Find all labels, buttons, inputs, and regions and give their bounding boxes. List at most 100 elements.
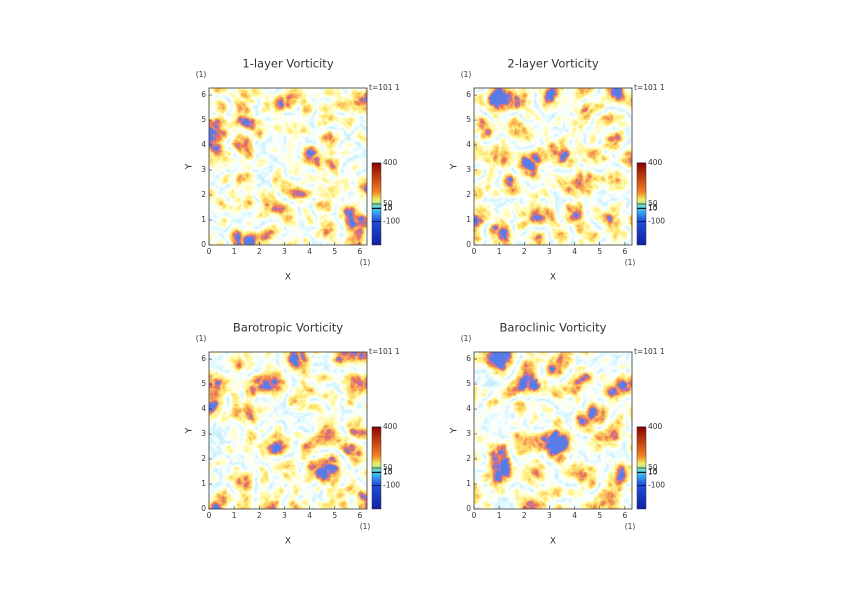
plot-frame xyxy=(208,351,368,510)
x-unit: (1) xyxy=(360,522,371,531)
x-tick-label: 1 xyxy=(497,511,502,520)
x-tick-label: 3 xyxy=(547,247,552,256)
panel-title: Baroclinic Vorticity xyxy=(500,321,607,335)
x-unit: (1) xyxy=(360,258,371,267)
time-label: t=101 1 xyxy=(634,347,665,356)
y-tick-label: 0 xyxy=(466,240,471,249)
y-unit: (1) xyxy=(461,334,472,343)
colorbar-tick-label: -100 xyxy=(383,217,400,226)
colorbar-tick-label: 400 xyxy=(648,158,663,167)
x-tick-label: 0 xyxy=(207,511,212,520)
y-tick-label: 6 xyxy=(466,90,471,99)
y-tick-label: 5 xyxy=(201,379,206,388)
colorbar-tick-label: 400 xyxy=(648,422,663,431)
x-tick-label: 2 xyxy=(257,247,262,256)
x-tick-label: 3 xyxy=(282,247,287,256)
colorbar-tick-label: 15 xyxy=(648,467,658,476)
y-axis-label: Y xyxy=(450,163,460,170)
y-tick-label: 5 xyxy=(466,379,471,388)
x-tick-label: 3 xyxy=(282,511,287,520)
x-tick-label: 4 xyxy=(307,247,312,256)
colorbar-tick-label: 400 xyxy=(383,158,398,167)
x-tick-label: 1 xyxy=(497,247,502,256)
y-tick-label: 2 xyxy=(201,454,206,463)
y-tick-label: 0 xyxy=(466,504,471,513)
y-tick-label: 4 xyxy=(466,404,471,413)
panel: Baroclinic Vorticity t=101 1 (1) (1) X Y 0 1 2 3 4… xyxy=(450,321,666,547)
colorbar-tick-label: 50 xyxy=(648,199,658,208)
colorbar-tick-label: -100 xyxy=(383,481,400,490)
y-tick-label: 6 xyxy=(466,354,471,363)
x-tick-label: 1 xyxy=(232,511,237,520)
y-tick-label: 0 xyxy=(201,504,206,513)
y-unit: (1) xyxy=(196,334,207,343)
y-tick-label: 3 xyxy=(201,429,206,438)
panel-title: 1-layer Vorticity xyxy=(242,57,333,71)
y-axis-label: Y xyxy=(185,427,195,434)
y-tick-label: 2 xyxy=(466,454,471,463)
plot-frame xyxy=(473,351,633,510)
x-axis-label: X xyxy=(285,537,291,547)
x-axis-label: X xyxy=(550,537,556,547)
colorbar-tick-label: 10 xyxy=(648,204,658,213)
colorbar-tick-label: 15 xyxy=(383,467,393,476)
x-unit: (1) xyxy=(625,258,636,267)
vorticity-field xyxy=(209,88,367,245)
x-tick-label: 0 xyxy=(472,511,477,520)
x-tick-label: 2 xyxy=(522,511,527,520)
vorticity-field xyxy=(474,88,632,245)
time-label: t=101 1 xyxy=(634,83,665,92)
panel: 2-layer Vorticity t=101 1 (1) (1) X Y 0 1 2 3 4 5 6 0… xyxy=(450,57,666,283)
vorticity-field xyxy=(474,352,632,509)
y-unit: (1) xyxy=(196,70,207,79)
x-tick-label: 2 xyxy=(522,247,527,256)
x-tick-label: 6 xyxy=(357,247,362,256)
panel-title: 2-layer Vorticity xyxy=(507,57,598,71)
y-tick-label: 5 xyxy=(201,115,206,124)
x-tick-label: 4 xyxy=(307,511,312,520)
colorbar-tick-label: 10 xyxy=(648,468,658,477)
y-tick-label: 3 xyxy=(466,165,471,174)
colorbar-tick-label: 15 xyxy=(383,203,393,212)
y-tick-label: 1 xyxy=(466,479,471,488)
x-tick-label: 4 xyxy=(572,247,577,256)
colorbar-tick-label: -100 xyxy=(648,217,665,226)
y-tick-label: 3 xyxy=(201,165,206,174)
plot-frame xyxy=(473,87,633,246)
x-tick-label: 0 xyxy=(472,247,477,256)
y-tick-label: 6 xyxy=(201,90,206,99)
x-tick-label: 1 xyxy=(232,247,237,256)
colorbar-tick-label: 15 xyxy=(648,203,658,212)
y-axis-label: Y xyxy=(450,427,460,434)
x-tick-label: 5 xyxy=(597,511,602,520)
x-axis-label: X xyxy=(550,273,556,283)
y-tick-label: 4 xyxy=(201,140,206,149)
x-tick-label: 6 xyxy=(622,511,627,520)
y-unit: (1) xyxy=(461,70,472,79)
time-label: t=101 1 xyxy=(369,83,400,92)
y-tick-label: 3 xyxy=(466,429,471,438)
y-tick-label: 6 xyxy=(201,354,206,363)
panel-title: Barotropic Vorticity xyxy=(233,321,343,335)
colorbar-tick-label: 50 xyxy=(383,463,393,472)
y-tick-label: 4 xyxy=(466,140,471,149)
y-tick-label: 1 xyxy=(201,215,206,224)
y-tick-label: 5 xyxy=(466,115,471,124)
y-tick-label: 1 xyxy=(466,215,471,224)
x-tick-label: 0 xyxy=(207,247,212,256)
colorbar-tick-label: -100 xyxy=(648,481,665,490)
vorticity-field xyxy=(209,352,367,509)
x-tick-label: 6 xyxy=(622,247,627,256)
panel: Barotropic Vorticity t=101 1 (1) (1) X Y 0 1 2 3 4… xyxy=(185,321,401,547)
time-label: t=101 1 xyxy=(369,347,400,356)
colorbar-tick-label: 50 xyxy=(383,199,393,208)
x-axis-label: X xyxy=(285,273,291,283)
x-tick-label: 2 xyxy=(257,511,262,520)
x-tick-label: 6 xyxy=(357,511,362,520)
plot-frame xyxy=(208,87,368,246)
colorbar-tick-label: 10 xyxy=(383,468,393,477)
x-tick-label: 5 xyxy=(597,247,602,256)
x-unit: (1) xyxy=(625,522,636,531)
y-tick-label: 2 xyxy=(201,190,206,199)
